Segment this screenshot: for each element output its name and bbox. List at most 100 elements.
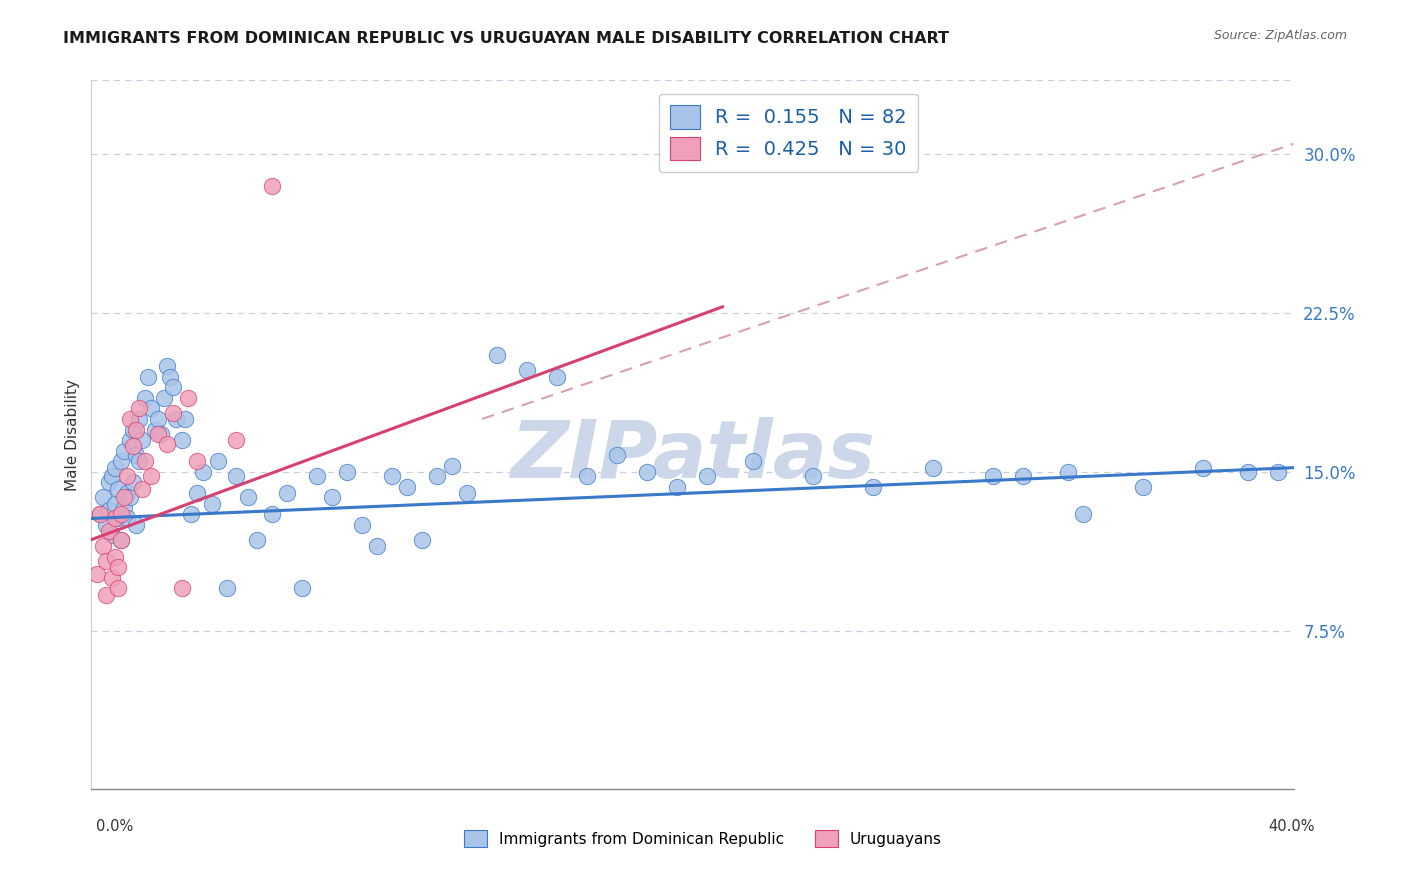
Point bbox=[636, 465, 658, 479]
Point bbox=[125, 517, 148, 532]
Point bbox=[131, 433, 153, 447]
Point bbox=[98, 475, 121, 490]
Point bbox=[96, 554, 118, 568]
Point bbox=[143, 423, 166, 437]
Point bbox=[117, 486, 139, 500]
Point bbox=[606, 448, 628, 462]
Point bbox=[440, 458, 463, 473]
Point bbox=[801, 469, 824, 483]
Point bbox=[291, 582, 314, 596]
Point bbox=[86, 566, 108, 581]
Point bbox=[1057, 465, 1080, 479]
Point bbox=[170, 582, 193, 596]
Point bbox=[366, 539, 388, 553]
Point bbox=[159, 369, 181, 384]
Point bbox=[225, 433, 247, 447]
Legend: Immigrants from Dominican Republic, Uruguayans: Immigrants from Dominican Republic, Urug… bbox=[458, 824, 948, 853]
Point bbox=[207, 454, 229, 468]
Point bbox=[922, 460, 945, 475]
Point bbox=[350, 517, 373, 532]
Point bbox=[246, 533, 269, 547]
Point bbox=[1267, 465, 1289, 479]
Point bbox=[146, 426, 169, 441]
Point bbox=[201, 497, 224, 511]
Point bbox=[107, 511, 129, 525]
Point bbox=[120, 433, 142, 447]
Point bbox=[381, 469, 404, 483]
Point bbox=[114, 500, 136, 515]
Point bbox=[186, 454, 208, 468]
Point bbox=[89, 507, 111, 521]
Point bbox=[134, 391, 156, 405]
Point bbox=[456, 486, 478, 500]
Point bbox=[152, 391, 174, 405]
Text: ZIPatlas: ZIPatlas bbox=[510, 417, 875, 495]
Point bbox=[146, 412, 169, 426]
Point bbox=[162, 406, 184, 420]
Point bbox=[125, 423, 148, 437]
Point bbox=[98, 524, 121, 538]
Point bbox=[131, 482, 153, 496]
Point bbox=[426, 469, 449, 483]
Point bbox=[104, 497, 127, 511]
Text: 0.0%: 0.0% bbox=[96, 820, 132, 834]
Point bbox=[321, 491, 343, 505]
Point bbox=[101, 571, 124, 585]
Point bbox=[110, 533, 132, 547]
Point bbox=[260, 507, 283, 521]
Point bbox=[89, 507, 111, 521]
Point bbox=[176, 391, 198, 405]
Point bbox=[215, 582, 238, 596]
Point bbox=[981, 469, 1004, 483]
Point bbox=[576, 469, 599, 483]
Point bbox=[104, 460, 127, 475]
Text: IMMIGRANTS FROM DOMINICAN REPUBLIC VS URUGUAYAN MALE DISABILITY CORRELATION CHAR: IMMIGRANTS FROM DOMINICAN REPUBLIC VS UR… bbox=[63, 31, 949, 46]
Point bbox=[101, 469, 124, 483]
Point bbox=[120, 412, 142, 426]
Point bbox=[1192, 460, 1215, 475]
Point bbox=[101, 528, 124, 542]
Point bbox=[236, 491, 259, 505]
Point bbox=[186, 486, 208, 500]
Point bbox=[122, 440, 145, 454]
Point bbox=[173, 412, 195, 426]
Point bbox=[110, 454, 132, 468]
Point bbox=[128, 401, 150, 416]
Point bbox=[110, 507, 132, 521]
Point bbox=[93, 491, 115, 505]
Point bbox=[170, 433, 193, 447]
Point bbox=[486, 349, 509, 363]
Point bbox=[117, 469, 139, 483]
Point bbox=[862, 480, 884, 494]
Point bbox=[225, 469, 247, 483]
Point bbox=[104, 511, 127, 525]
Text: Source: ZipAtlas.com: Source: ZipAtlas.com bbox=[1213, 29, 1347, 42]
Text: 40.0%: 40.0% bbox=[1268, 820, 1315, 834]
Point bbox=[516, 363, 538, 377]
Point bbox=[96, 588, 118, 602]
Y-axis label: Male Disability: Male Disability bbox=[65, 379, 80, 491]
Point bbox=[155, 437, 177, 451]
Point bbox=[104, 549, 127, 564]
Point bbox=[107, 560, 129, 574]
Point bbox=[120, 491, 142, 505]
Point bbox=[741, 454, 763, 468]
Point bbox=[141, 401, 163, 416]
Point bbox=[134, 454, 156, 468]
Point bbox=[98, 503, 121, 517]
Point bbox=[1071, 507, 1094, 521]
Point bbox=[128, 454, 150, 468]
Point bbox=[149, 426, 172, 441]
Point bbox=[114, 491, 136, 505]
Point bbox=[110, 533, 132, 547]
Point bbox=[180, 507, 202, 521]
Point bbox=[1237, 465, 1260, 479]
Point bbox=[546, 369, 568, 384]
Point bbox=[276, 486, 298, 500]
Point bbox=[122, 475, 145, 490]
Point bbox=[165, 412, 187, 426]
Point bbox=[336, 465, 359, 479]
Point bbox=[117, 511, 139, 525]
Point bbox=[138, 369, 160, 384]
Point bbox=[696, 469, 718, 483]
